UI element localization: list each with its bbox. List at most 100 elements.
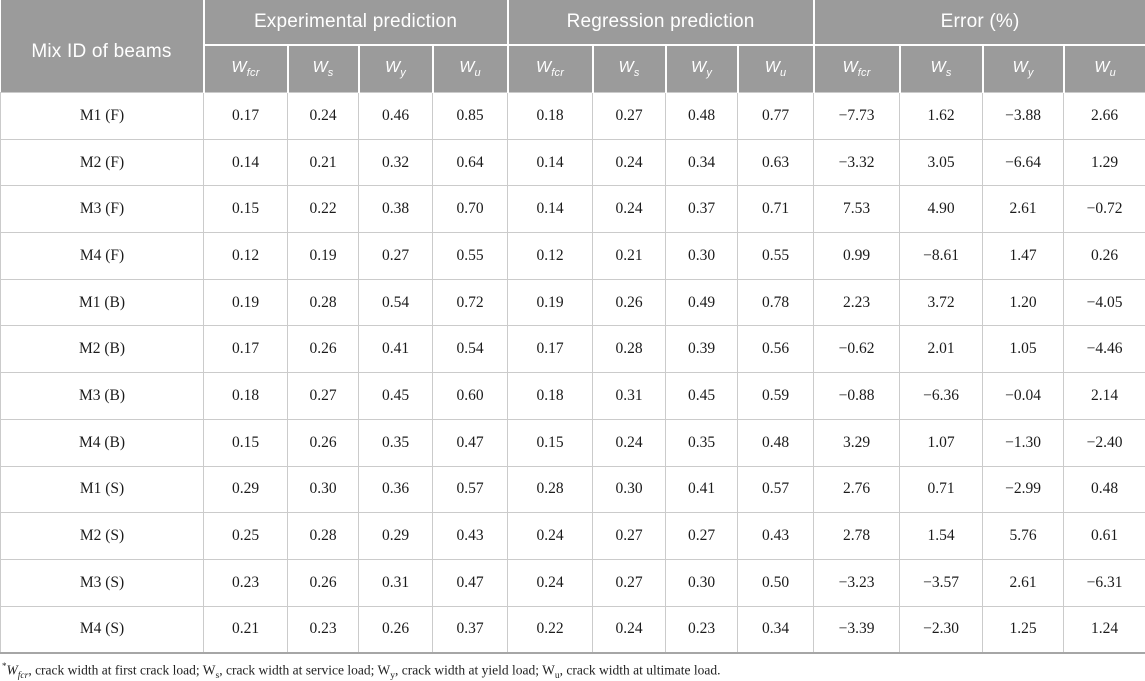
value-cell: 0.48 [738, 419, 814, 466]
table-row: M3 (B) 0.18 0.27 0.45 0.60 0.18 0.31 0.4… [1, 373, 1145, 420]
value-cell: 0.36 [359, 466, 433, 513]
value-cell: 1.54 [900, 513, 983, 560]
value-cell: 0.24 [593, 139, 666, 186]
value-cell: −2.40 [1064, 419, 1145, 466]
column-group-experimental-prediction: Experimental prediction [204, 0, 508, 45]
value-cell: 0.50 [738, 559, 814, 606]
table-row: M1 (F) 0.17 0.24 0.46 0.85 0.18 0.27 0.4… [1, 93, 1145, 140]
value-cell: 7.53 [814, 186, 900, 233]
value-cell: 0.47 [433, 419, 508, 466]
subheader-exp-wu: Wu [433, 45, 508, 93]
mix-id-cell: M4 (B) [1, 419, 204, 466]
value-cell: 0.45 [666, 373, 738, 420]
value-cell: 0.63 [738, 139, 814, 186]
value-cell: −2.99 [983, 466, 1064, 513]
value-cell: 0.27 [593, 513, 666, 560]
value-cell: −3.88 [983, 93, 1064, 140]
value-cell: 0.31 [359, 559, 433, 606]
value-cell: 0.32 [359, 139, 433, 186]
value-cell: 0.48 [1064, 466, 1145, 513]
footnote-text: , crack width at service load; [219, 663, 377, 678]
footnote-symbol-wy: W [378, 663, 391, 678]
value-cell: 0.24 [508, 513, 593, 560]
value-cell: 2.01 [900, 326, 983, 373]
value-cell: 0.24 [593, 606, 666, 653]
value-cell: 0.30 [288, 466, 359, 513]
value-cell: 0.43 [738, 513, 814, 560]
value-cell: 0.71 [900, 466, 983, 513]
mix-id-cell: M1 (S) [1, 466, 204, 513]
value-cell: 0.31 [593, 373, 666, 420]
value-cell: 0.57 [433, 466, 508, 513]
value-cell: 1.20 [983, 279, 1064, 326]
value-cell: 1.62 [900, 93, 983, 140]
value-cell: 0.21 [288, 139, 359, 186]
value-cell: 0.54 [433, 326, 508, 373]
table-row: M3 (S) 0.23 0.26 0.31 0.47 0.24 0.27 0.3… [1, 559, 1145, 606]
subheader-reg-wfcr: Wfcr [508, 45, 593, 93]
value-cell: 0.57 [738, 466, 814, 513]
value-cell: 0.61 [1064, 513, 1145, 560]
value-cell: 3.05 [900, 139, 983, 186]
value-cell: 0.26 [1064, 233, 1145, 280]
value-cell: 0.59 [738, 373, 814, 420]
value-cell: −0.88 [814, 373, 900, 420]
value-cell: 0.12 [204, 233, 288, 280]
value-cell: 0.55 [433, 233, 508, 280]
value-cell: 0.77 [738, 93, 814, 140]
footnote-symbol-wfcr: W [7, 663, 18, 678]
value-cell: 0.25 [204, 513, 288, 560]
table-row: M4 (F) 0.12 0.19 0.27 0.55 0.12 0.21 0.3… [1, 233, 1145, 280]
value-cell: 0.41 [359, 326, 433, 373]
column-header-mix-id: Mix ID of beams [1, 0, 204, 93]
column-group-error-percent: Error (%) [814, 0, 1145, 45]
value-cell: 0.78 [738, 279, 814, 326]
value-cell: 0.26 [359, 606, 433, 653]
footnote-symbol-wu: W [542, 663, 555, 678]
value-cell: 0.17 [204, 326, 288, 373]
table-row: M3 (F) 0.15 0.22 0.38 0.70 0.14 0.24 0.3… [1, 186, 1145, 233]
value-cell: 0.30 [666, 233, 738, 280]
table-row: M2 (F) 0.14 0.21 0.32 0.64 0.14 0.24 0.3… [1, 139, 1145, 186]
mix-id-cell: M3 (F) [1, 186, 204, 233]
value-cell: 0.27 [359, 233, 433, 280]
table-row: M1 (B) 0.19 0.28 0.54 0.72 0.19 0.26 0.4… [1, 279, 1145, 326]
value-cell: 0.34 [738, 606, 814, 653]
value-cell: 0.17 [204, 93, 288, 140]
subheader-reg-ws: Ws [593, 45, 666, 93]
value-cell: −0.72 [1064, 186, 1145, 233]
value-cell: 0.56 [738, 326, 814, 373]
value-cell: 0.24 [593, 419, 666, 466]
value-cell: 0.24 [593, 186, 666, 233]
value-cell: 2.61 [983, 186, 1064, 233]
footnote-text: , crack width at first crack load; [28, 663, 202, 678]
value-cell: −3.32 [814, 139, 900, 186]
subheader-reg-wu: Wu [738, 45, 814, 93]
value-cell: 0.38 [359, 186, 433, 233]
table-body: M1 (F) 0.17 0.24 0.46 0.85 0.18 0.27 0.4… [1, 93, 1145, 654]
value-cell: 0.27 [593, 559, 666, 606]
value-cell: 0.26 [593, 279, 666, 326]
table-row: M2 (S) 0.25 0.28 0.29 0.43 0.24 0.27 0.2… [1, 513, 1145, 560]
value-cell: 1.07 [900, 419, 983, 466]
value-cell: 0.39 [666, 326, 738, 373]
value-cell: 0.35 [359, 419, 433, 466]
value-cell: 0.27 [288, 373, 359, 420]
value-cell: −8.61 [900, 233, 983, 280]
value-cell: 0.14 [204, 139, 288, 186]
value-cell: 1.25 [983, 606, 1064, 653]
mix-id-cell: M4 (S) [1, 606, 204, 653]
value-cell: 0.26 [288, 419, 359, 466]
mix-id-cell: M2 (B) [1, 326, 204, 373]
mix-id-cell: M3 (S) [1, 559, 204, 606]
value-cell: 0.23 [204, 559, 288, 606]
value-cell: 0.35 [666, 419, 738, 466]
subheader-err-wu: Wu [1064, 45, 1145, 93]
value-cell: −7.73 [814, 93, 900, 140]
value-cell: 1.47 [983, 233, 1064, 280]
table-row: M1 (S) 0.29 0.30 0.36 0.57 0.28 0.30 0.4… [1, 466, 1145, 513]
value-cell: 0.17 [508, 326, 593, 373]
value-cell: 0.18 [508, 373, 593, 420]
value-cell: 0.28 [593, 326, 666, 373]
value-cell: 0.49 [666, 279, 738, 326]
